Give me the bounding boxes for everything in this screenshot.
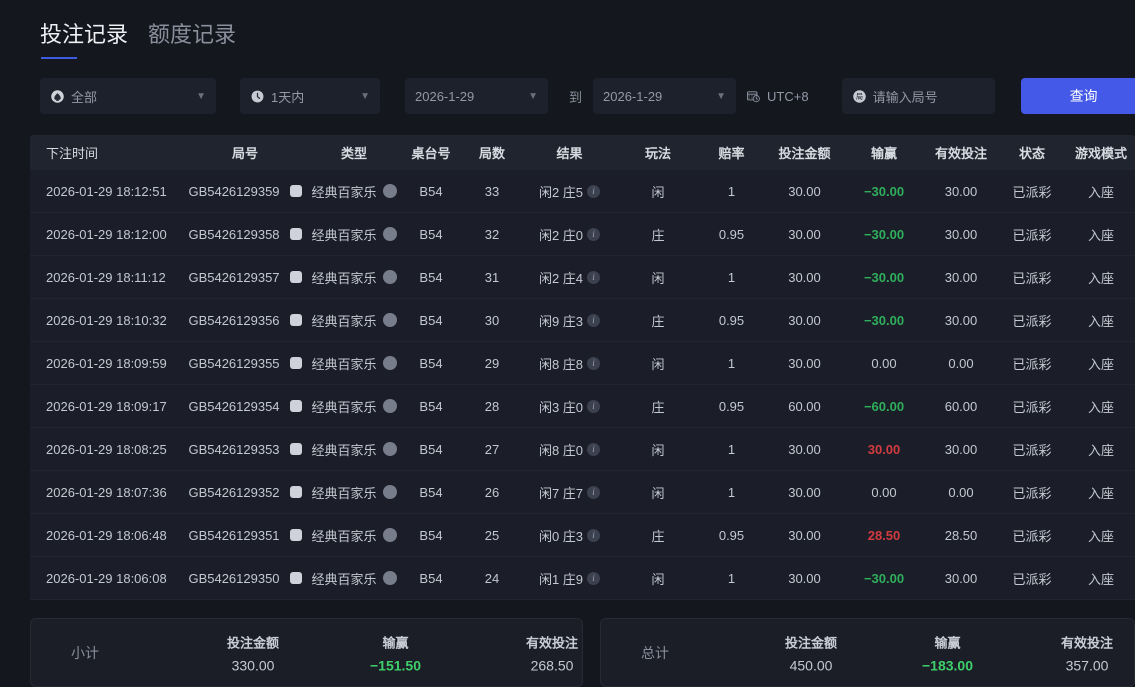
svg-text:局: 局 bbox=[855, 93, 862, 101]
